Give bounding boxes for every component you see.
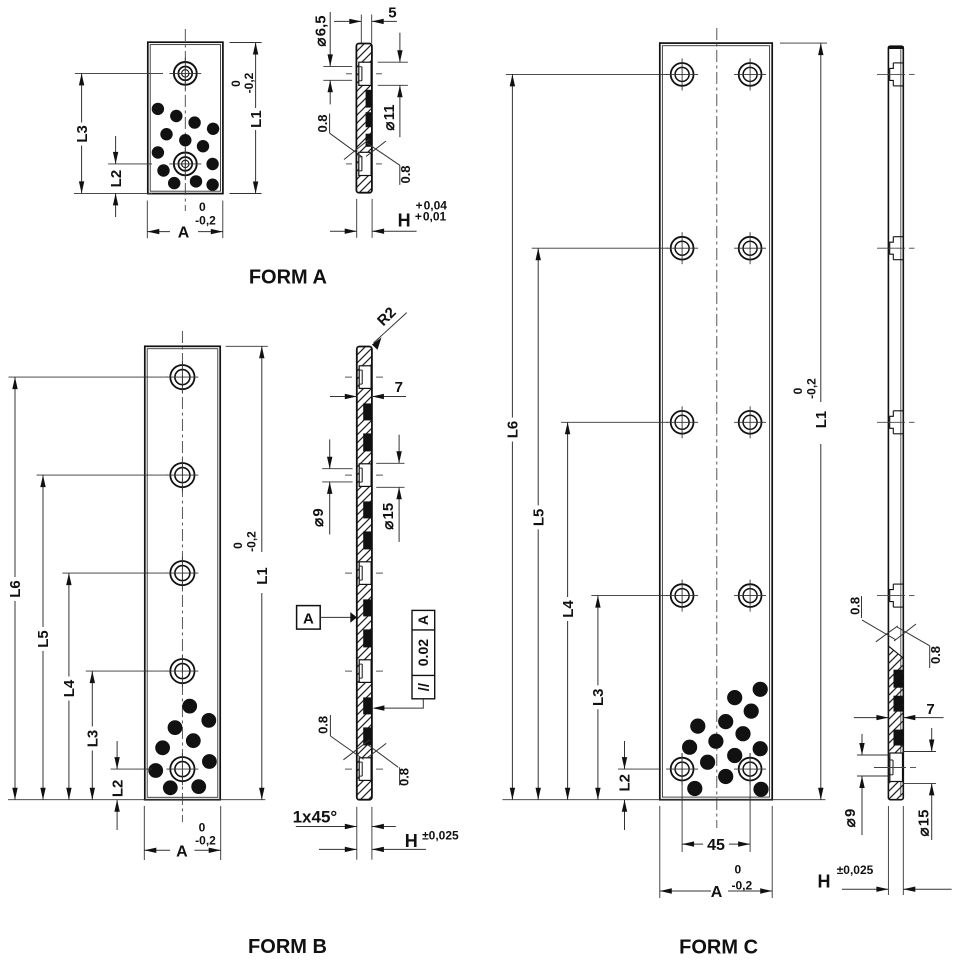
svg-text:0: 0 <box>199 820 206 834</box>
svg-text:0.02: 0.02 <box>415 639 431 666</box>
svg-text:7: 7 <box>926 701 934 718</box>
svg-text:L5: L5 <box>35 630 52 648</box>
svg-text:0: 0 <box>199 200 206 214</box>
svg-text:0.8: 0.8 <box>928 646 943 664</box>
svg-text:⌀ 9: ⌀ 9 <box>310 508 327 527</box>
svg-text:L2: L2 <box>108 170 125 188</box>
svg-text:⌀ 9: ⌀ 9 <box>842 809 859 828</box>
svg-text:A: A <box>711 884 723 901</box>
svg-text:+ 0,04: + 0,04 <box>416 199 448 213</box>
svg-text:0.8: 0.8 <box>396 768 411 786</box>
svg-text:L3: L3 <box>590 689 607 707</box>
svg-text:⌀ 15: ⌀ 15 <box>380 503 397 530</box>
svg-text:±0,025: ±0,025 <box>837 863 874 877</box>
svg-text:1x45°: 1x45° <box>293 808 338 827</box>
svg-text:±0,025: ±0,025 <box>422 829 459 843</box>
svg-text:0: 0 <box>791 387 805 394</box>
svg-text:A: A <box>178 224 190 241</box>
svg-text:0.8: 0.8 <box>316 716 331 734</box>
svg-text:L4: L4 <box>61 679 78 697</box>
svg-text:-0,2: -0,2 <box>805 378 819 399</box>
svg-text:L6: L6 <box>505 421 522 439</box>
svg-text:A: A <box>415 615 431 625</box>
svg-text:L4: L4 <box>560 600 577 618</box>
svg-text:⌀ 11: ⌀ 11 <box>381 104 398 130</box>
svg-text:L5: L5 <box>530 509 547 527</box>
svg-text:-0,2: -0,2 <box>195 213 216 227</box>
svg-text:L6: L6 <box>7 580 24 598</box>
svg-text:-0,2: -0,2 <box>245 531 259 552</box>
svg-text:0: 0 <box>231 542 245 549</box>
svg-text:-0,2: -0,2 <box>731 879 752 893</box>
svg-text:5: 5 <box>388 5 396 22</box>
svg-text:⌀ 15: ⌀ 15 <box>916 810 933 837</box>
svg-text://: // <box>416 682 433 691</box>
svg-text:L1: L1 <box>248 110 265 128</box>
svg-text:L3: L3 <box>85 730 102 748</box>
svg-text:-0,2: -0,2 <box>242 72 256 93</box>
svg-text:L2: L2 <box>109 780 126 798</box>
svg-text:L1: L1 <box>254 567 271 585</box>
svg-text:7: 7 <box>395 379 403 396</box>
svg-text:FORM B: FORM B <box>248 936 327 958</box>
svg-text:FORM C: FORM C <box>679 937 758 959</box>
svg-text:H: H <box>405 831 418 851</box>
svg-text:0.8: 0.8 <box>398 165 413 183</box>
svg-text:0: 0 <box>734 863 741 877</box>
svg-text:A: A <box>176 844 188 861</box>
svg-text:45: 45 <box>707 837 725 854</box>
svg-text:H: H <box>818 872 831 892</box>
svg-text:FORM A: FORM A <box>249 267 327 289</box>
svg-text:H: H <box>398 211 411 231</box>
svg-text:L3: L3 <box>74 125 91 143</box>
svg-text:A: A <box>303 611 314 628</box>
svg-text:L2: L2 <box>617 774 634 792</box>
svg-text:+ 0,01: + 0,01 <box>415 210 447 224</box>
svg-text:0.8: 0.8 <box>315 114 330 132</box>
svg-text:0.8: 0.8 <box>848 597 863 615</box>
svg-text:L1: L1 <box>813 411 830 429</box>
svg-text:-0,2: -0,2 <box>195 834 216 848</box>
svg-text:⌀ 6,5: ⌀ 6,5 <box>313 15 330 46</box>
svg-text:0: 0 <box>229 80 243 87</box>
